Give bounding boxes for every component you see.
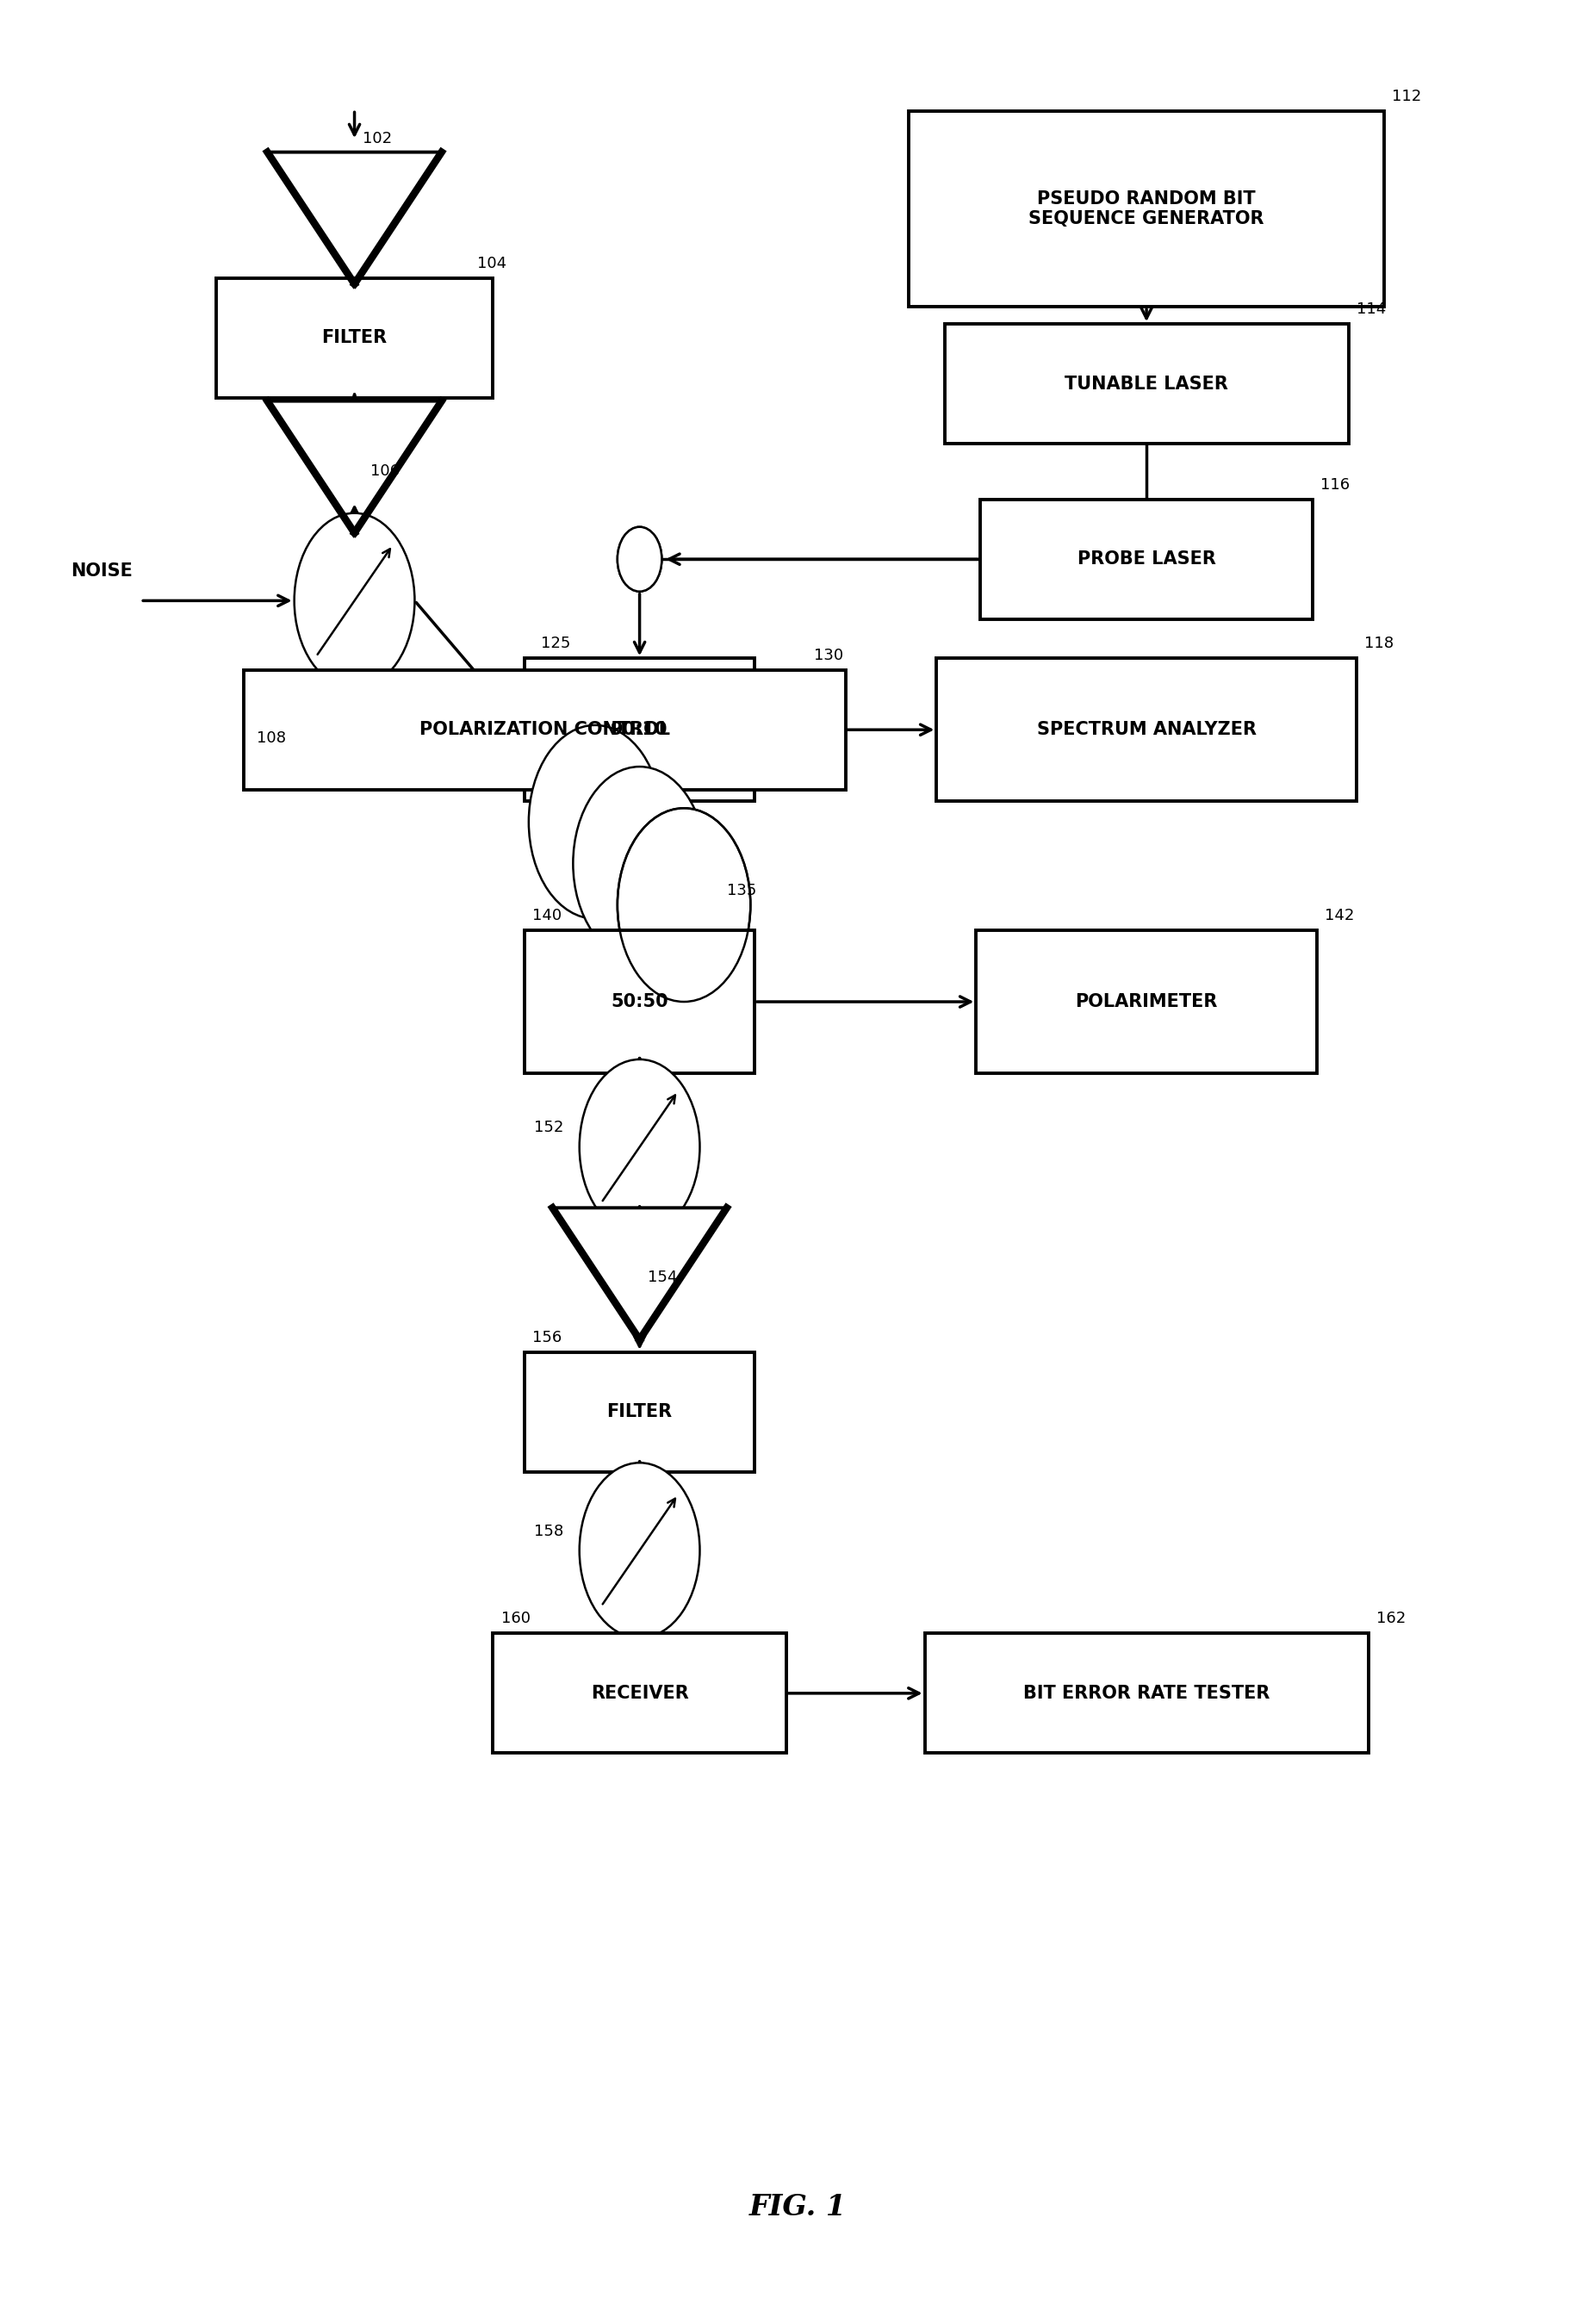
Text: 142: 142 [1325,908,1355,924]
Text: 154: 154 [648,1270,677,1286]
Bar [937,658,1357,802]
Circle shape [618,809,750,1001]
Text: PROBE LASER: PROBE LASER [1077,551,1216,568]
Circle shape [528,725,662,920]
Polygon shape [268,401,442,533]
Text: 104: 104 [477,255,506,271]
Bar [215,278,493,399]
Text: 152: 152 [535,1119,563,1135]
Text: NOISE: NOISE [70,563,132,579]
Bar [493,1633,787,1754]
Text: PSEUDO RANDOM BIT
SEQUENCE GENERATOR: PSEUDO RANDOM BIT SEQUENCE GENERATOR [1029,190,1264,227]
Bar [945,324,1349,445]
Text: TUNABLE LASER: TUNABLE LASER [1065,375,1229,392]
Text: 114: 114 [1357,301,1385,317]
Text: BIT ERROR RATE TESTER: BIT ERROR RATE TESTER [1023,1684,1270,1703]
Polygon shape [268,153,442,285]
Text: POLARIMETER: POLARIMETER [1076,994,1218,1010]
Text: FILTER: FILTER [322,329,388,348]
Text: 130: 130 [814,646,843,663]
Text: RECEIVER: RECEIVER [591,1684,688,1703]
Bar [525,931,755,1073]
Text: 108: 108 [257,730,286,746]
Bar [525,1353,755,1471]
Bar [908,111,1384,306]
Text: 135: 135 [726,883,757,899]
Text: 162: 162 [1376,1610,1406,1627]
Text: 102: 102 [362,130,391,146]
Circle shape [618,526,662,591]
Text: 112: 112 [1392,88,1422,104]
Circle shape [618,526,662,591]
Bar [244,670,846,790]
Polygon shape [552,1207,726,1339]
Text: 140: 140 [533,908,562,924]
Circle shape [294,512,415,688]
Text: 50:50: 50:50 [611,994,669,1010]
Circle shape [579,1462,699,1638]
Text: POLARIZATION CONTROL: POLARIZATION CONTROL [420,721,670,739]
Circle shape [579,1059,699,1235]
Text: 90:10: 90:10 [611,721,669,739]
Text: 116: 116 [1321,477,1350,491]
Text: SPECTRUM ANALYZER: SPECTRUM ANALYZER [1037,721,1256,739]
Text: 160: 160 [501,1610,530,1627]
Text: 158: 158 [535,1522,563,1538]
Circle shape [573,767,705,959]
Bar [525,658,755,802]
Text: 118: 118 [1365,635,1393,651]
Bar [924,1633,1368,1754]
Text: FIG. 1: FIG. 1 [749,2194,847,2222]
Bar [980,498,1314,619]
Text: 156: 156 [533,1330,562,1346]
Text: 106: 106 [370,463,399,480]
Bar [977,931,1317,1073]
Text: FILTER: FILTER [606,1404,672,1420]
Text: 125: 125 [541,635,570,651]
